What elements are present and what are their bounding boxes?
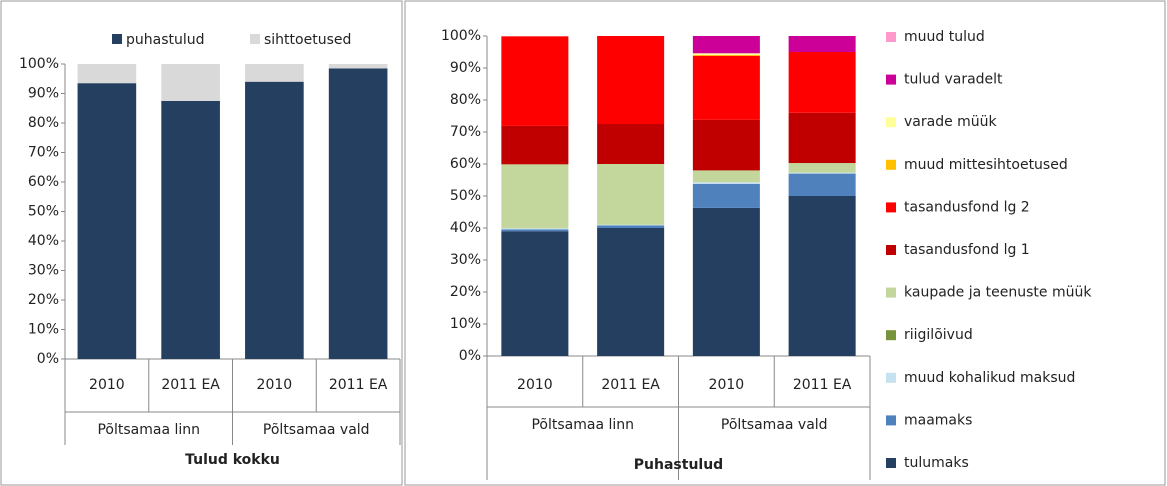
legend-label: puhastulud <box>126 32 205 48</box>
y-tick-label: 30% <box>450 252 481 268</box>
bar-segment <box>597 36 665 124</box>
bar-segment <box>692 183 760 208</box>
y-tick-label: 0% <box>459 348 481 364</box>
y-tick-label: 10% <box>28 322 59 338</box>
legend-label: maamaks <box>904 412 972 428</box>
y-tick-label: 70% <box>450 124 481 140</box>
y-tick-label: 80% <box>28 115 59 131</box>
bar-segment <box>161 100 220 359</box>
y-tick-label: 50% <box>28 204 59 220</box>
legend-label: tulumaks <box>904 455 969 471</box>
bar-segment <box>245 81 304 359</box>
legend-swatch <box>886 159 896 170</box>
legend-swatch <box>886 330 896 341</box>
x-axis-title: Tulud kokku <box>185 452 280 468</box>
bar-segment <box>597 164 665 225</box>
y-tick-label: 0% <box>37 351 59 367</box>
bar-segment <box>77 64 137 84</box>
group-label: Põltsamaa vald <box>263 422 370 438</box>
legend-swatch <box>886 202 896 213</box>
bar-segment <box>788 163 856 173</box>
bar-segment <box>501 164 569 229</box>
bar-segment <box>597 228 665 356</box>
group-label: Põltsamaa linn <box>531 417 634 433</box>
legend-swatch <box>886 287 896 298</box>
x-tick-label: 2011 EA <box>161 377 220 393</box>
y-tick-label: 40% <box>28 233 59 249</box>
x-axis-title: Puhastulud <box>634 457 723 473</box>
legend-swatch <box>250 34 260 44</box>
bar-segment <box>501 125 569 165</box>
legend-label: riigilõivud <box>904 327 973 343</box>
y-tick-label: 60% <box>450 156 481 172</box>
bar-segment <box>501 228 569 230</box>
bar-segment <box>788 196 856 356</box>
legend-label: kaupade ja teenuste müük <box>904 285 1092 301</box>
legend-swatch <box>886 74 896 85</box>
bar-segment <box>597 124 665 164</box>
bar-segment <box>597 224 665 226</box>
x-tick-label: 2010 <box>709 377 745 393</box>
legend-label: tasandusfond lg 2 <box>904 199 1030 215</box>
bar-segment <box>692 54 760 56</box>
legend-label: tasandusfond lg 1 <box>904 242 1030 258</box>
y-tick-label: 90% <box>28 86 59 102</box>
x-tick-label: 2011 EA <box>601 377 660 393</box>
legend-label: tulud varadelt <box>904 72 1003 88</box>
group-label: Põltsamaa vald <box>721 417 828 433</box>
bar-segment <box>328 64 388 69</box>
bar-segment <box>788 173 856 196</box>
x-tick-label: 2011 EA <box>329 377 388 393</box>
bar-segment <box>501 229 569 232</box>
bar-segment <box>328 68 388 360</box>
bar-segment <box>692 53 760 55</box>
bar-segment <box>501 36 569 126</box>
bar-segment <box>161 64 220 101</box>
bar-segment <box>692 182 760 184</box>
y-tick-label: 100% <box>19 56 59 72</box>
y-tick-label: 10% <box>450 316 481 332</box>
bar-segment <box>788 172 856 174</box>
legend-swatch <box>886 372 896 383</box>
y-tick-label: 60% <box>28 174 59 190</box>
bar-segment <box>692 207 760 356</box>
legend-label: muud kohalikud maksud <box>904 370 1075 386</box>
bar-segment <box>245 64 304 82</box>
bar-segment <box>788 112 856 164</box>
x-tick-label: 2011 EA <box>793 377 852 393</box>
bar-segment <box>788 36 856 52</box>
bar-segment <box>788 52 856 113</box>
bar-segment <box>692 55 760 120</box>
bar-segment <box>597 225 665 228</box>
legend-swatch <box>886 32 896 42</box>
y-tick-label: 20% <box>28 292 59 308</box>
y-tick-label: 90% <box>450 60 481 76</box>
bar-segment <box>77 83 137 360</box>
y-tick-label: 40% <box>450 220 481 236</box>
x-tick-label: 2010 <box>257 377 293 393</box>
group-label: Põltsamaa linn <box>97 422 200 438</box>
x-tick-label: 2010 <box>89 377 125 393</box>
legend-swatch <box>886 415 896 426</box>
legend-swatch <box>886 245 896 255</box>
y-tick-label: 20% <box>450 284 481 300</box>
legend-label: muud tulud <box>904 29 985 45</box>
y-tick-label: 50% <box>450 188 481 204</box>
bar-segment <box>501 231 569 356</box>
legend-swatch <box>886 117 896 128</box>
bar-segment <box>692 119 760 171</box>
y-tick-label: 100% <box>441 28 481 44</box>
y-tick-label: 80% <box>450 92 481 108</box>
bar-segment <box>692 170 760 183</box>
legend-label: muud mittesihtoetused <box>904 157 1068 173</box>
y-tick-label: 30% <box>28 263 59 279</box>
legend-label: varade müük <box>904 114 998 130</box>
legend-label: sihttoetused <box>264 32 351 48</box>
y-tick-label: 70% <box>28 145 59 161</box>
legend-swatch <box>886 458 896 468</box>
bar-segment <box>692 36 760 54</box>
x-tick-label: 2010 <box>517 377 553 393</box>
legend-swatch <box>112 34 122 44</box>
